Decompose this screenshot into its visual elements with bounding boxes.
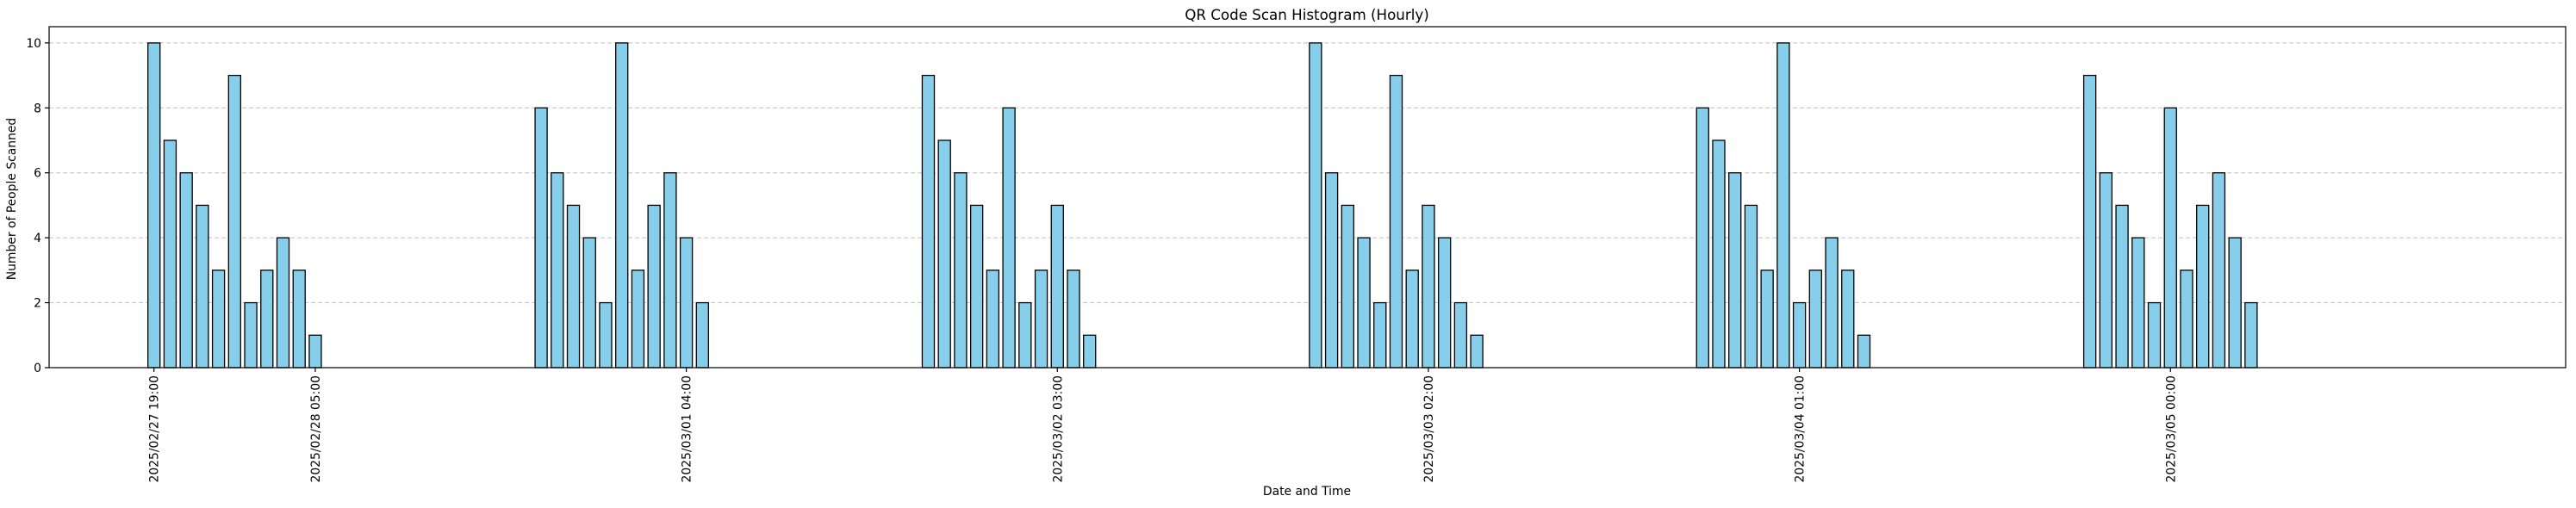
bar	[679, 237, 694, 369]
bar	[1373, 301, 1387, 369]
bar	[1825, 237, 1839, 369]
bar	[1083, 334, 1097, 369]
bar	[211, 269, 226, 369]
bar	[986, 269, 1000, 369]
bar	[2180, 269, 2193, 369]
bar	[921, 74, 936, 369]
y-tick-label: 2	[34, 297, 41, 311]
bar	[227, 74, 241, 369]
x-tick-label: 2025/03/05 00:00	[2164, 375, 2178, 483]
bar	[163, 139, 177, 369]
bar	[1857, 334, 1871, 369]
bar	[566, 204, 581, 369]
y-tick-label: 8	[34, 102, 41, 115]
bar	[582, 237, 596, 369]
plot-frame	[48, 26, 2567, 369]
bar	[1050, 204, 1064, 369]
bar	[1712, 139, 1726, 369]
axes: 0 2 4 6 8 10 2025/02/27 19:00 2025/02/28 05:00 2…	[26, 26, 2567, 483]
bar	[695, 301, 709, 369]
bar	[2099, 172, 2113, 369]
bar	[2212, 172, 2226, 369]
bar	[647, 204, 661, 369]
bar	[954, 172, 968, 369]
x-tick-label: 2025/03/04 01:00	[1794, 375, 1808, 483]
bar	[631, 269, 645, 369]
bar	[1776, 42, 1790, 369]
bar	[1841, 269, 1855, 369]
bar	[1002, 107, 1016, 369]
bar	[615, 42, 629, 369]
y-axis-label: Number of People Scanned	[5, 118, 19, 281]
bar	[1018, 301, 1032, 369]
bar	[1696, 107, 1709, 369]
bar	[1792, 301, 1807, 369]
bar	[1470, 334, 1484, 369]
bar	[1034, 269, 1048, 369]
x-tick-label: 2025/03/01 04:00	[681, 375, 694, 483]
bar	[1357, 237, 1371, 369]
bar	[2196, 204, 2210, 369]
bar	[2163, 107, 2177, 369]
bar	[1405, 269, 1419, 369]
bar	[599, 301, 613, 369]
bar	[147, 42, 161, 369]
bar	[1744, 204, 1758, 369]
chart-title: QR Code Scan Histogram (Hourly)	[1185, 6, 1429, 23]
bar	[1422, 204, 1435, 369]
bar	[551, 172, 564, 369]
bar	[292, 269, 306, 369]
bar	[308, 334, 322, 369]
bar	[1067, 269, 1080, 369]
bar	[534, 107, 548, 369]
bar	[1728, 172, 1742, 369]
bar	[969, 204, 984, 369]
bar	[276, 237, 290, 369]
bar	[1309, 42, 1322, 369]
bar	[1389, 74, 1403, 369]
y-tick-label: 4	[34, 232, 41, 245]
x-tick-label: 2025/02/28 05:00	[309, 375, 323, 483]
y-tick-label: 6	[34, 167, 41, 181]
x-tick-label: 2025/02/27 19:00	[148, 375, 162, 483]
bar	[2131, 237, 2145, 369]
bar	[663, 172, 677, 369]
bar	[244, 301, 258, 369]
bar	[2115, 204, 2129, 369]
bar	[260, 269, 274, 369]
y-tick-label: 0	[34, 362, 41, 375]
bar	[196, 204, 209, 369]
bar	[1324, 172, 1339, 369]
bar	[2228, 237, 2242, 369]
bar	[1453, 301, 1468, 369]
bar	[937, 139, 951, 369]
bar	[1341, 204, 1354, 369]
bar	[2082, 74, 2097, 369]
bar	[2147, 301, 2162, 369]
x-tick-label: 2025/03/03 02:00	[1422, 375, 1436, 483]
bar	[179, 172, 193, 369]
bar	[1437, 237, 1452, 369]
bar	[1808, 269, 1822, 369]
x-axis-label: Date and Time	[1263, 485, 1351, 499]
x-tick-label: 2025/03/02 03:00	[1051, 375, 1065, 483]
y-tick-label: 10	[26, 37, 41, 51]
bar	[2244, 301, 2258, 369]
bar	[1760, 269, 1774, 369]
